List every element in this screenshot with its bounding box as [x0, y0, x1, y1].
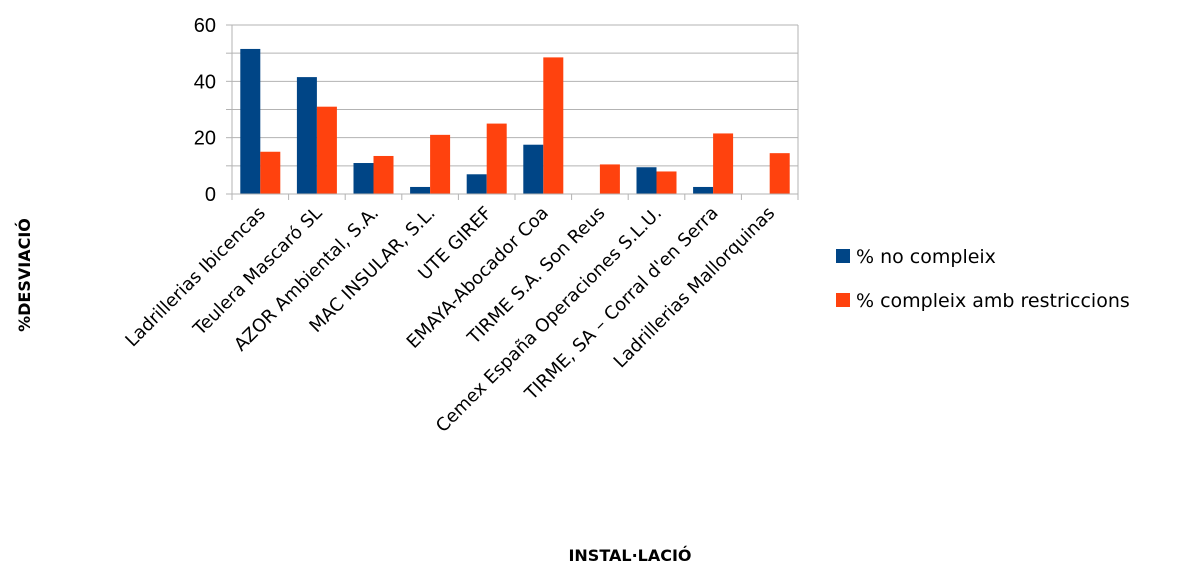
bar-compleix-restriccions [486, 123, 507, 194]
bar-no-compleix [523, 144, 544, 194]
y-tick-label: 60 [194, 15, 216, 37]
legend: % no compleix % compleix amb restriccions [836, 246, 1130, 312]
bars [240, 48, 790, 195]
legend-swatch [836, 293, 850, 307]
bar-compleix-restriccions [373, 155, 394, 194]
bar-no-compleix [636, 167, 657, 194]
bar-compleix-restriccions [713, 133, 734, 194]
y-tick-label: 0 [205, 184, 216, 206]
bar-no-compleix [296, 77, 317, 194]
axes [226, 24, 799, 200]
x-axis-title: INSTAL·LACIÓ [568, 546, 691, 565]
legend-label: % no compleix [856, 246, 996, 268]
bar-no-compleix [353, 163, 374, 194]
legend-label: % compleix amb restriccions [856, 290, 1130, 312]
legend-swatch [836, 249, 850, 263]
bar-no-compleix [240, 48, 261, 194]
bar-compleix-restriccions [599, 164, 620, 194]
y-tick-label: 20 [194, 128, 216, 150]
bar-compleix-restriccions [656, 171, 677, 194]
bar-compleix-restriccions [260, 151, 281, 194]
bar-compleix-restriccions [430, 134, 451, 194]
bar-compleix-restriccions [543, 57, 564, 195]
bar-compleix-restriccions [316, 106, 337, 194]
bar-no-compleix [693, 186, 714, 194]
bar-no-compleix [410, 186, 431, 194]
y-tick-labels: 0 20 40 60 [194, 15, 216, 206]
bar-no-compleix [466, 174, 487, 194]
y-axis-title: %DESVIACIÓ [15, 218, 34, 332]
bar-compleix-restriccions [769, 153, 790, 194]
y-tick-label: 40 [194, 71, 216, 93]
